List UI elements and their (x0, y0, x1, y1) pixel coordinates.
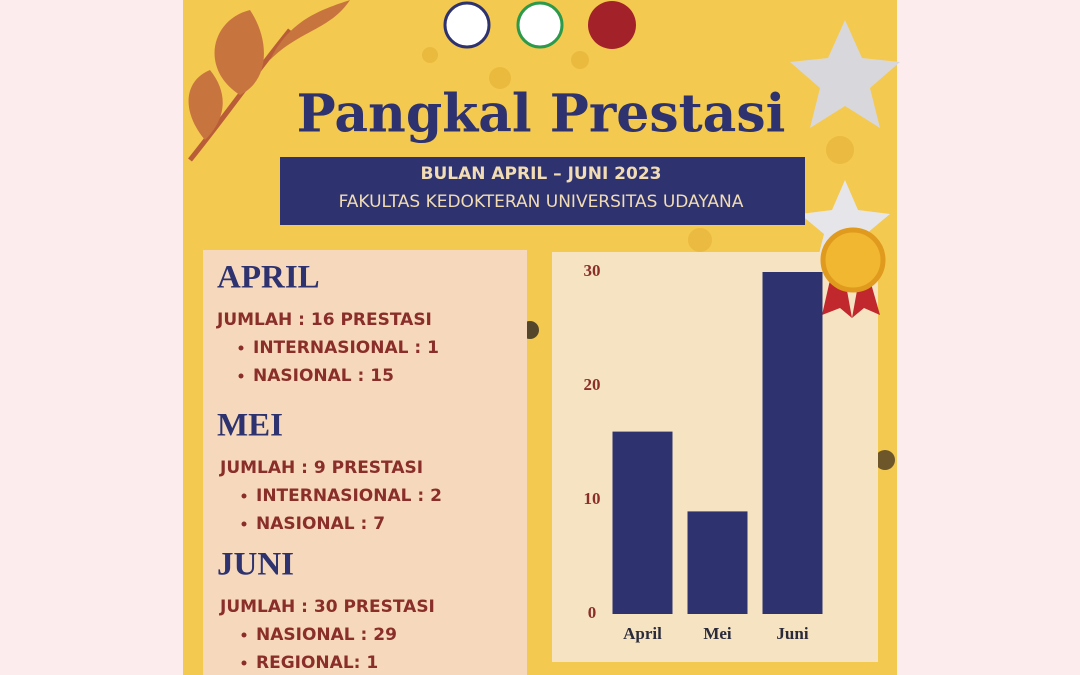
month-item: NASIONAL : 15 (253, 366, 394, 386)
bullet (238, 373, 244, 379)
bar (612, 431, 673, 614)
period: BULAN APRIL – JUNI 2023 (420, 164, 661, 184)
x-tick-label: April (623, 624, 662, 643)
month-item: INTERNASIONAL : 2 (256, 486, 442, 506)
logo (516, 1, 564, 49)
month-item: NASIONAL : 29 (256, 625, 397, 645)
subtitle-box (280, 157, 805, 225)
month-heading: JUNI (217, 547, 294, 583)
month-item: NASIONAL : 7 (256, 514, 385, 534)
month-item: REGIONAL: 1 (256, 653, 378, 673)
bullet (241, 521, 247, 527)
month-heading: MEI (217, 408, 283, 444)
y-tick-label: 10 (584, 489, 601, 508)
faculty: FAKULTAS KEDOKTERAN UNIVERSITAS UDAYANA (339, 192, 744, 212)
y-tick-label: 0 (588, 603, 597, 622)
month-total: JUMLAH : 9 PRESTASI (219, 458, 423, 478)
x-tick-label: Mei (703, 624, 732, 643)
summary-panel (203, 250, 527, 675)
y-tick-label: 30 (584, 261, 601, 280)
bullet (241, 632, 247, 638)
bullet (241, 660, 247, 666)
x-tick-label: Juni (776, 624, 808, 643)
logo (588, 1, 636, 49)
title: Pangkal Prestasi (297, 84, 786, 145)
month-item: INTERNASIONAL : 1 (253, 338, 439, 358)
leaves (188, 0, 350, 140)
month-heading: APRIL (217, 260, 320, 296)
bullet (238, 345, 244, 351)
bar (762, 272, 823, 614)
month-total: JUMLAH : 30 PRESTASI (219, 597, 435, 617)
star (790, 20, 900, 128)
month-total: JUMLAH : 16 PRESTASI (216, 310, 432, 330)
bar (687, 511, 748, 614)
logo (443, 1, 491, 49)
bullet (241, 493, 247, 499)
medal (820, 227, 886, 318)
y-tick-label: 20 (584, 375, 601, 394)
